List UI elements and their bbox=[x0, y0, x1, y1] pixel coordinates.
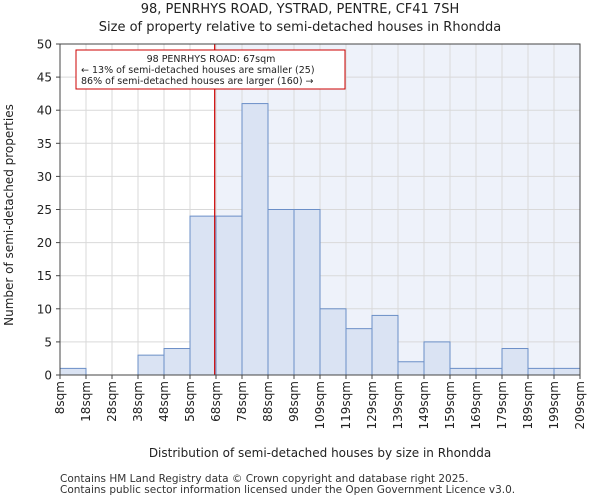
bar bbox=[293, 209, 321, 376]
x-tick-label: 109sqm bbox=[313, 381, 327, 429]
x-tick-label: 18sqm bbox=[79, 381, 93, 422]
bar bbox=[553, 367, 581, 376]
y-tick-label: 20 bbox=[37, 236, 52, 250]
y-tick-label: 25 bbox=[37, 203, 52, 217]
x-tick-label: 209sqm bbox=[573, 381, 587, 429]
plot-frame bbox=[59, 43, 581, 376]
x-tick-label: 8sqm bbox=[53, 381, 67, 414]
annotation-line-1: 98 PENRHYS ROAD: 67sqm bbox=[147, 54, 276, 65]
bar bbox=[267, 209, 295, 376]
x-tick-label: 119sqm bbox=[339, 381, 353, 429]
x-tick-label: 179sqm bbox=[495, 381, 509, 429]
bar bbox=[241, 103, 269, 376]
bar bbox=[527, 367, 555, 376]
x-tick-label: 169sqm bbox=[469, 381, 483, 429]
bars bbox=[59, 103, 581, 376]
x-tick-label: 68sqm bbox=[209, 381, 223, 422]
x-tick-label: 98sqm bbox=[287, 381, 301, 422]
x-tick-label: 189sqm bbox=[521, 381, 535, 429]
annotation-box: 98 PENRHYS ROAD: 67sqm ← 13% of semi-det… bbox=[75, 49, 346, 90]
bar bbox=[189, 215, 217, 376]
x-tick-label: 149sqm bbox=[417, 381, 431, 429]
bar bbox=[423, 341, 451, 376]
bar bbox=[215, 215, 243, 376]
chart-title: 98, PENRHYS ROAD, YSTRAD, PENTRE, CF41 7… bbox=[140, 2, 460, 17]
bar bbox=[371, 314, 399, 376]
y-tick-label: 50 bbox=[37, 38, 52, 52]
y-axis-ticks: 0 5 10 15 20 25 30 35 40 45 50 bbox=[37, 38, 60, 383]
bar bbox=[137, 354, 165, 376]
x-tick-label: 28sqm bbox=[105, 381, 119, 422]
x-tick-label: 78sqm bbox=[235, 381, 249, 422]
y-tick-label: 40 bbox=[37, 104, 52, 118]
x-tick-label: 38sqm bbox=[131, 381, 145, 422]
y-tick-label: 30 bbox=[37, 170, 52, 184]
bar bbox=[163, 348, 191, 376]
annotation-line-2: ← 13% of semi-detached houses are smalle… bbox=[81, 65, 315, 76]
y-tick-label: 35 bbox=[37, 137, 52, 151]
bar bbox=[449, 367, 477, 376]
bar bbox=[475, 367, 503, 376]
bar bbox=[319, 308, 347, 376]
footer-line-1: Contains HM Land Registry data © Crown c… bbox=[60, 473, 469, 485]
chart-subtitle: Size of property relative to semi-detach… bbox=[98, 20, 502, 35]
bar bbox=[397, 361, 425, 376]
y-tick-label: 5 bbox=[44, 335, 52, 349]
y-tick-label: 10 bbox=[37, 302, 52, 316]
x-tick-label: 48sqm bbox=[157, 381, 171, 422]
bar bbox=[345, 328, 373, 376]
x-tick-label: 159sqm bbox=[443, 381, 457, 429]
x-tick-label: 88sqm bbox=[261, 381, 275, 422]
x-tick-label: 129sqm bbox=[365, 381, 379, 429]
y-tick-label: 45 bbox=[37, 71, 52, 85]
footer-line-2: Contains public sector information licen… bbox=[60, 484, 516, 496]
bar bbox=[59, 367, 87, 376]
x-tick-label: 58sqm bbox=[183, 381, 197, 422]
x-axis-label: Distribution of semi-detached houses by … bbox=[149, 446, 491, 460]
x-tick-label: 199sqm bbox=[547, 381, 561, 429]
x-axis-ticks: 8sqm 18sqm 28sqm 38sqm 48sqm 58sqm 68sqm 78sqm 8… bbox=[53, 375, 587, 429]
y-axis-label: Number of semi-detached properties bbox=[2, 104, 16, 326]
bar bbox=[501, 348, 529, 376]
y-tick-label: 15 bbox=[37, 269, 52, 283]
x-tick-label: 139sqm bbox=[391, 381, 405, 429]
annotation-line-3: 86% of semi-detached houses are larger (… bbox=[81, 76, 314, 87]
y-tick-label: 0 bbox=[44, 369, 52, 383]
